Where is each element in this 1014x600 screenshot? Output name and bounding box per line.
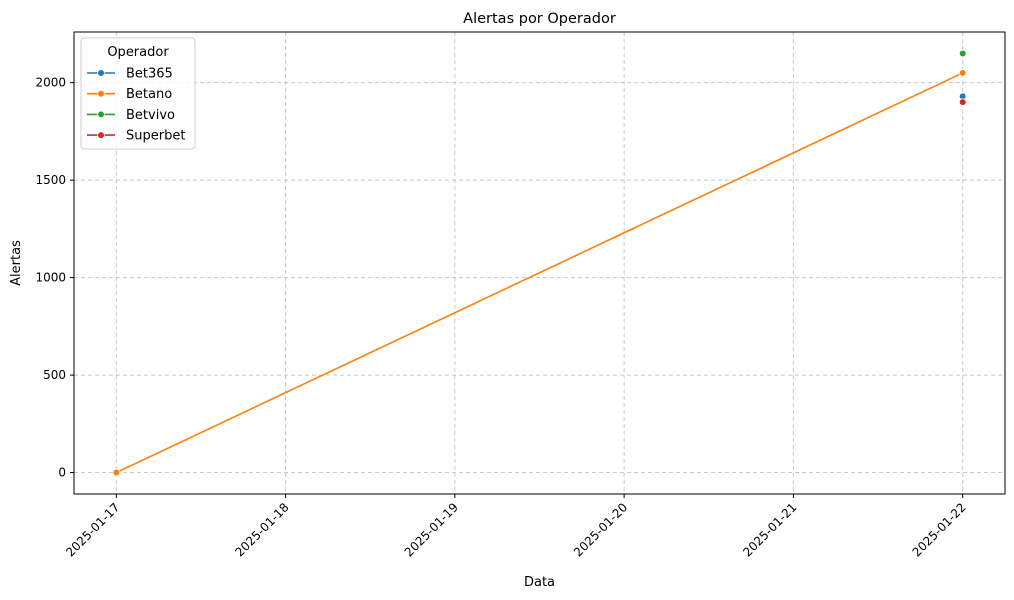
legend-swatch-marker (97, 110, 105, 119)
x-axis-title: Data (524, 575, 555, 590)
data-point (958, 69, 967, 77)
series-line (115, 72, 964, 474)
legend-frame (80, 37, 196, 150)
legend-label: Superbet (126, 129, 185, 144)
y-tick-label: 0 (58, 466, 66, 480)
x-tick-label: 2025-01-17 (63, 500, 122, 559)
legend-swatch-marker (97, 69, 105, 77)
legend-title: Operador (107, 45, 169, 60)
x-tick-label: 2025-01-22 (910, 500, 969, 559)
x-tick-label: 2025-01-21 (740, 500, 799, 559)
x-tick-label: 2025-01-19 (402, 500, 461, 559)
legend: Operador Bet365 Betano Betvivo Superbet (80, 37, 196, 150)
legend-swatch-marker (97, 89, 105, 98)
data-point (958, 49, 967, 58)
series-layer (112, 49, 967, 477)
legend-label: Bet365 (126, 67, 173, 82)
legend-item-superbet: Superbet (87, 129, 185, 144)
y-tick-label: 1000 (35, 271, 66, 285)
legend-item-betvivo: Betvivo (87, 108, 175, 123)
x-tick-label: 2025-01-20 (571, 500, 630, 559)
y-tick-label: 2000 (35, 76, 66, 90)
data-point (112, 468, 121, 477)
y-tick-label: 500 (43, 368, 66, 382)
y-tick-label: 1500 (35, 173, 66, 187)
legend-item-betano: Betano (87, 87, 172, 102)
x-axis: 2025-01-17 2025-01-18 2025-01-19 2025-01-20… (63, 494, 969, 559)
data-point (958, 98, 967, 106)
series-betano (112, 69, 967, 477)
chart-title: Alertas por Operador (463, 11, 616, 27)
legend-label: Betano (126, 87, 172, 102)
legend-swatch-marker (97, 131, 105, 139)
series-betvivo (958, 49, 967, 58)
y-axis: 0 500 1000 1500 2000 (35, 76, 74, 480)
plot-area-frame (73, 31, 1006, 495)
y-axis-title: Alertas (9, 240, 24, 286)
x-tick-label: 2025-01-18 (232, 500, 291, 559)
legend-label: Betvivo (126, 108, 175, 123)
legend-item-bet365: Bet365 (87, 67, 173, 82)
grid (74, 32, 1005, 494)
series-superbet (958, 98, 967, 106)
